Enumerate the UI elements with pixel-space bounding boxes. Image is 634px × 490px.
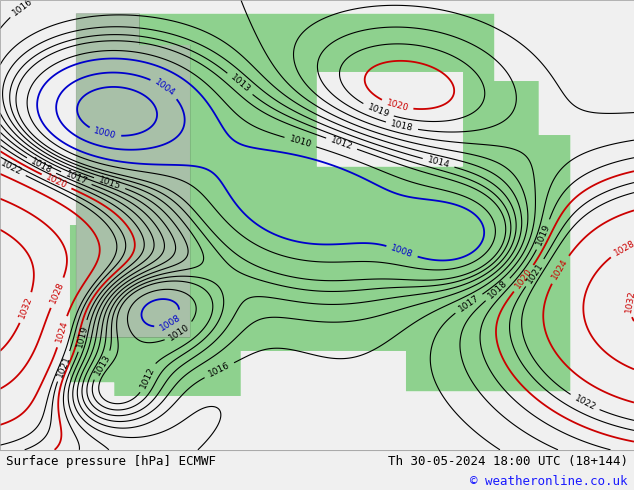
Text: 1021: 1021 <box>55 354 72 379</box>
Text: 1000: 1000 <box>93 126 117 141</box>
Text: 1014: 1014 <box>426 155 451 170</box>
Text: 1024: 1024 <box>550 257 570 281</box>
Text: 1028: 1028 <box>49 280 66 305</box>
Text: 1020: 1020 <box>44 172 68 191</box>
Text: 1012: 1012 <box>138 366 157 390</box>
Text: 1010: 1010 <box>288 134 313 149</box>
Text: 1018: 1018 <box>29 157 54 175</box>
Text: 1019: 1019 <box>75 324 90 348</box>
Text: 1024: 1024 <box>55 319 70 344</box>
Text: 1032: 1032 <box>624 289 634 313</box>
Text: Surface pressure [hPa] ECMWF: Surface pressure [hPa] ECMWF <box>6 455 216 467</box>
Text: 1017: 1017 <box>64 170 89 187</box>
Text: © weatheronline.co.uk: © weatheronline.co.uk <box>470 475 628 489</box>
Text: Th 30-05-2024 18:00 UTC (18+144): Th 30-05-2024 18:00 UTC (18+144) <box>387 455 628 467</box>
Text: 1010: 1010 <box>167 322 191 343</box>
Text: 1016: 1016 <box>207 361 231 379</box>
Text: 1016: 1016 <box>11 0 35 17</box>
Text: 1022: 1022 <box>0 159 23 177</box>
Text: 1004: 1004 <box>153 77 177 98</box>
Text: 1008: 1008 <box>390 243 415 259</box>
Text: 1032: 1032 <box>18 295 34 320</box>
Text: 1012: 1012 <box>329 136 354 152</box>
Text: 1021: 1021 <box>525 261 545 285</box>
Text: 1018: 1018 <box>390 119 414 133</box>
Text: 1008: 1008 <box>158 313 182 332</box>
Text: 1019: 1019 <box>535 222 552 247</box>
Text: 1013: 1013 <box>93 353 112 377</box>
Text: 1022: 1022 <box>573 393 597 412</box>
Text: 1020: 1020 <box>385 98 410 113</box>
Text: 1018: 1018 <box>486 279 510 301</box>
Text: 1020: 1020 <box>514 267 534 290</box>
Text: 1013: 1013 <box>228 73 252 95</box>
Text: 1017: 1017 <box>456 293 481 314</box>
Text: 1019: 1019 <box>366 102 391 119</box>
Text: 1028: 1028 <box>612 239 634 258</box>
Text: 1015: 1015 <box>97 175 122 191</box>
